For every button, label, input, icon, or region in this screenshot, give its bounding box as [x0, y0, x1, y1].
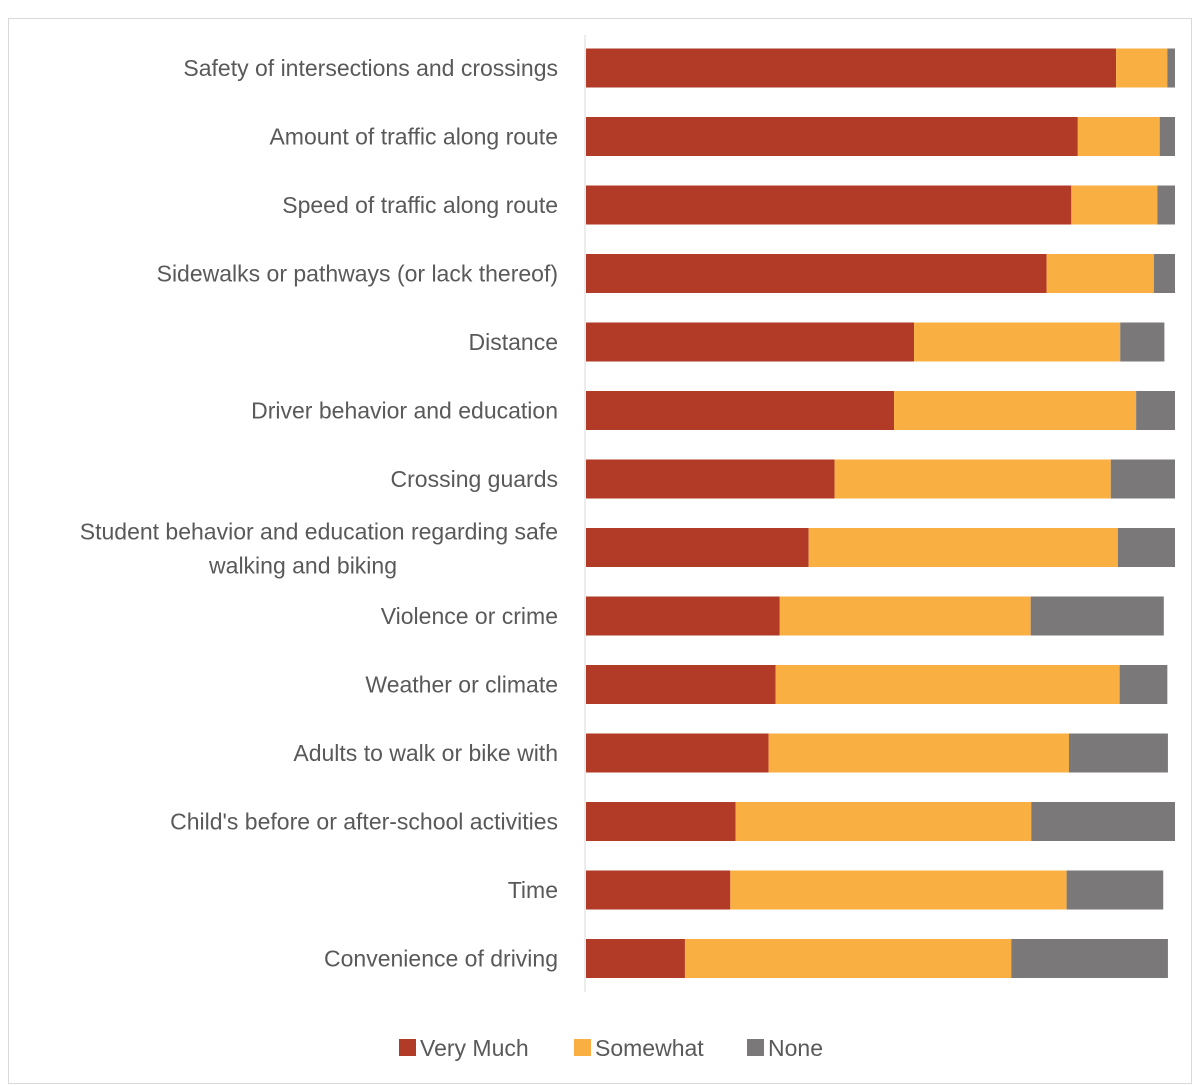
bar-segment-none-4	[1153, 254, 1175, 293]
bar-segment-somewhat-2	[1077, 117, 1160, 156]
category-label: Distance	[469, 329, 558, 355]
bar-segment-somewhat-1	[1116, 48, 1168, 88]
category-label: Child's before or after-school activitie…	[170, 809, 558, 835]
legend-label-very-much: Very Much	[420, 1035, 529, 1061]
bar-segment-somewhat-12	[735, 802, 1032, 841]
bar-segment-very-much-6	[586, 391, 895, 430]
bar-segment-none-14	[1011, 939, 1168, 978]
bar-segment-somewhat-9	[779, 596, 1031, 636]
bar-segment-none-11	[1068, 733, 1168, 773]
bar-segment-none-3	[1157, 185, 1175, 225]
legend-swatch-somewhat	[574, 1039, 591, 1056]
bar-segment-somewhat-4	[1046, 254, 1154, 293]
bar-segment-somewhat-14	[684, 939, 1012, 978]
bar-segment-none-12	[1031, 802, 1175, 841]
category-label: Student behavior and education regarding…	[80, 519, 558, 579]
legend-label-none: None	[768, 1035, 823, 1061]
category-label: Amount of traffic along route	[269, 124, 558, 150]
bar-segment-very-much-11	[586, 733, 769, 773]
bar-segment-very-much-9	[586, 596, 780, 636]
bar-segment-somewhat-7	[834, 459, 1111, 499]
bar-segment-very-much-13	[586, 870, 731, 910]
bar-segment-very-much-2	[586, 117, 1078, 156]
bar-segment-somewhat-8	[808, 528, 1118, 567]
category-label: Convenience of driving	[324, 946, 558, 972]
bar-segment-somewhat-10	[775, 665, 1120, 704]
bar-segment-somewhat-3	[1071, 185, 1158, 225]
category-label: Crossing guards	[391, 466, 558, 492]
bar-segment-none-2	[1159, 117, 1175, 156]
bar-segment-very-much-1	[586, 48, 1117, 88]
bar-segment-somewhat-13	[730, 870, 1067, 910]
category-label: Safety of intersections and crossings	[183, 55, 558, 81]
bars	[586, 48, 1175, 978]
legend-label-somewhat: Somewhat	[595, 1035, 704, 1061]
bar-segment-somewhat-11	[768, 733, 1069, 773]
bar-segment-none-7	[1110, 459, 1175, 499]
bar-segment-very-much-8	[586, 528, 809, 567]
category-label: Time	[508, 877, 558, 903]
bar-segment-none-13	[1066, 870, 1164, 910]
category-label: Speed of traffic along route	[282, 192, 558, 218]
legend: Very Much Somewhat None	[399, 1035, 823, 1061]
bar-segment-very-much-4	[586, 254, 1047, 293]
bar-segment-none-1	[1167, 48, 1175, 88]
bar-segment-very-much-12	[586, 802, 736, 841]
bar-segment-very-much-14	[586, 939, 685, 978]
legend-swatch-very-much	[399, 1039, 416, 1056]
bar-segment-very-much-3	[586, 185, 1072, 225]
bar-segment-none-8	[1117, 528, 1175, 567]
bar-segment-somewhat-5	[914, 322, 1121, 362]
bar-segment-none-9	[1030, 596, 1164, 636]
category-label: Violence or crime	[381, 603, 558, 629]
bar-segment-none-6	[1136, 391, 1175, 430]
category-label: Driver behavior and education	[251, 398, 558, 424]
bar-segment-none-5	[1120, 322, 1165, 362]
category-label: Adults to walk or bike with	[293, 740, 558, 766]
category-labels: Safety of intersections and crossings Amo…	[80, 55, 558, 972]
category-label: Sidewalks or pathways (or lack thereof)	[157, 261, 558, 287]
bar-segment-none-10	[1119, 665, 1168, 704]
bar-segment-very-much-5	[586, 322, 915, 362]
bar-segment-very-much-7	[586, 459, 835, 499]
bar-segment-very-much-10	[586, 665, 776, 704]
bar-segment-somewhat-6	[894, 391, 1137, 430]
category-label: Weather or climate	[365, 672, 558, 698]
legend-swatch-none	[747, 1039, 764, 1056]
